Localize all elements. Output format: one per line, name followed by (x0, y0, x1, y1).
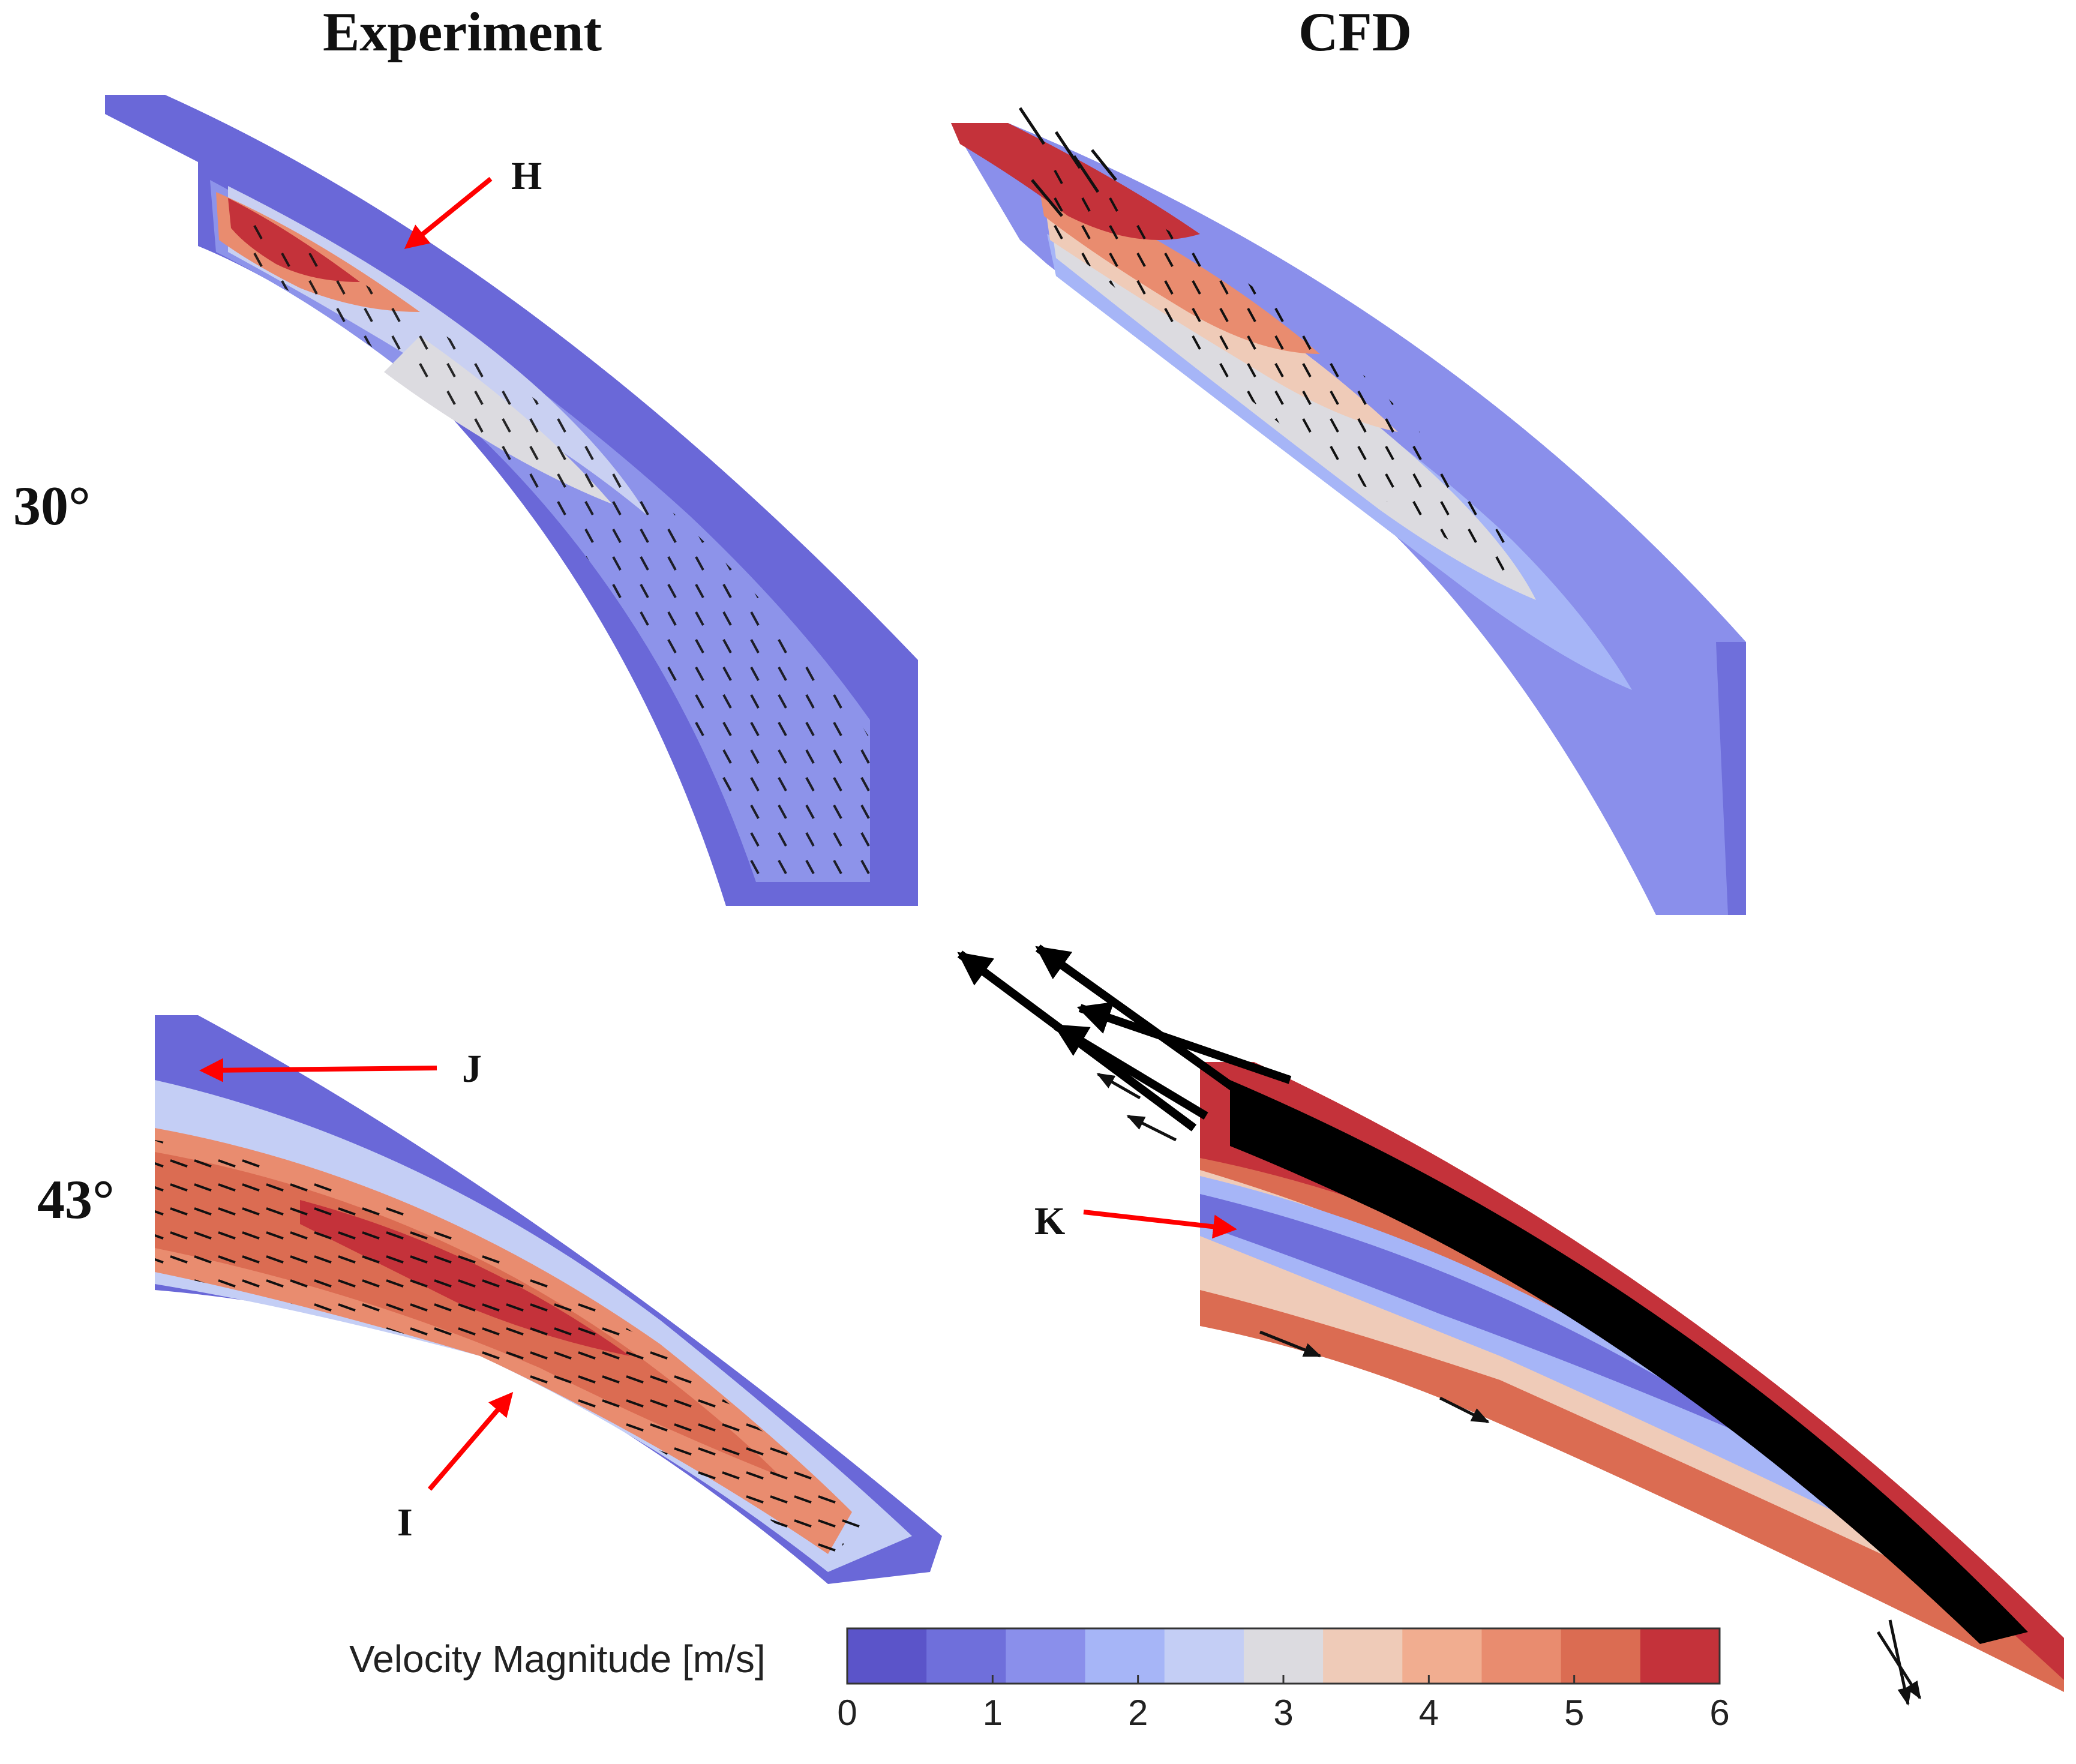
colorbar-tick-0: 0 (837, 1693, 857, 1733)
title-experiment: Experiment (323, 1, 602, 62)
callout-i: I (397, 1501, 413, 1544)
panel-cfd-30 (951, 107, 1746, 915)
colorbar-tick-1: 1 (982, 1693, 1003, 1733)
panel-experiment-30 (105, 95, 918, 906)
angle-label-43: 43° (37, 1169, 115, 1230)
exp43-vectors (155, 1140, 864, 1560)
cfd30-dark-edge (1716, 642, 1746, 915)
cfd30-arrow-cluster (1018, 107, 1117, 217)
exp30-jet-core (228, 198, 360, 282)
callout-arrow-i (427, 1391, 514, 1491)
colorbar-segment-1 (926, 1628, 1006, 1684)
exp30-vectors (240, 216, 870, 882)
colorbar-segment-5 (1243, 1628, 1324, 1684)
colorbar-segment-8 (1481, 1628, 1562, 1684)
callout-j: J (462, 1047, 482, 1091)
colorbar-tick-6: 6 (1709, 1693, 1730, 1733)
callout-k: K (1034, 1199, 1066, 1243)
colorbar-tick-4: 4 (1418, 1693, 1439, 1733)
colorbar-segment-9 (1561, 1628, 1641, 1684)
colorbar-segment-10 (1640, 1628, 1720, 1684)
callout-arrow-k (1083, 1210, 1237, 1239)
colorbar-label: Velocity Magnitude [m/s] (349, 1637, 766, 1681)
colorbar-tick-2: 2 (1127, 1693, 1148, 1733)
colorbar-tick-3: 3 (1273, 1693, 1294, 1733)
colorbar-segment-7 (1402, 1628, 1482, 1684)
cfd43-big-vectors (957, 944, 1292, 1132)
callout-arrow-j (199, 1058, 437, 1082)
cfd30-vectors (1032, 156, 1536, 588)
cfd43-black-arrows (1230, 1080, 2028, 1644)
colorbar-segment-6 (1323, 1628, 1403, 1684)
colorbar-segment-3 (1085, 1628, 1165, 1684)
panel-experiment-43 (155, 1015, 942, 1584)
colorbar (846, 1627, 1721, 1685)
callout-h: H (511, 154, 542, 198)
title-cfd: CFD (1298, 1, 1412, 62)
callout-arrow-h (404, 176, 493, 250)
cfd43-small-vectors (1096, 1072, 1922, 1706)
angle-label-30: 30° (13, 475, 91, 536)
colorbar-segment-4 (1164, 1628, 1244, 1684)
colorbar-segment-0 (847, 1628, 927, 1684)
colorbar-segment-2 (1006, 1628, 1086, 1684)
panel-cfd-43 (957, 944, 2064, 1706)
colorbar-tick-5: 5 (1564, 1693, 1585, 1733)
cfd43-blue-core (1200, 1194, 1770, 1446)
